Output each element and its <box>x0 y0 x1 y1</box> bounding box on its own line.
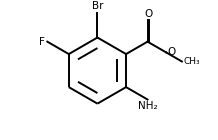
Text: NH₂: NH₂ <box>138 101 157 111</box>
Text: CH₃: CH₃ <box>183 57 200 66</box>
Text: Br: Br <box>92 1 103 11</box>
Text: O: O <box>144 9 153 19</box>
Text: O: O <box>167 47 176 57</box>
Text: F: F <box>39 37 45 47</box>
